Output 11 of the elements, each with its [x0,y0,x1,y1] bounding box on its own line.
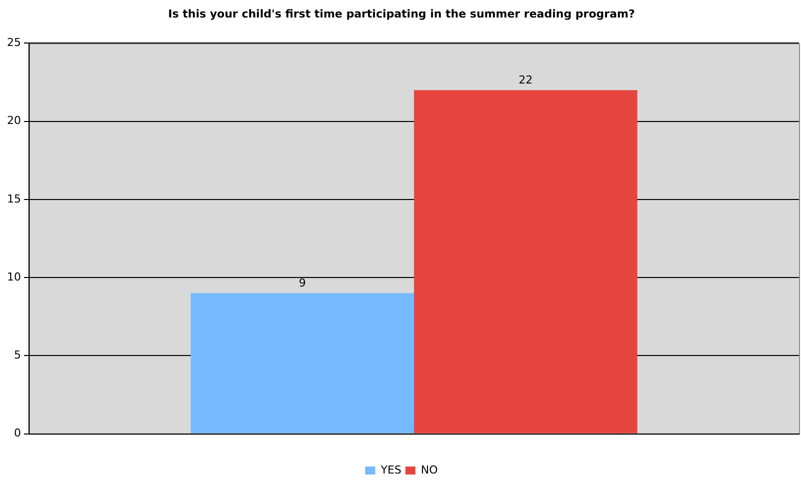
data-label: 22 [518,73,533,86]
y-tick-label: 20 [6,114,21,128]
y-tick-label: 10 [6,270,21,284]
y-tick-label: 5 [14,348,21,362]
y-tick-label: 15 [6,192,21,206]
legend-label: YES [380,463,402,476]
legend-label: NO [420,463,438,476]
data-label: 9 [298,276,306,290]
y-tick-label: 25 [6,36,21,50]
y-tick-label: 0 [14,426,21,440]
chart-title: Is this your child's first time participating in the summer reading program? [168,7,635,20]
